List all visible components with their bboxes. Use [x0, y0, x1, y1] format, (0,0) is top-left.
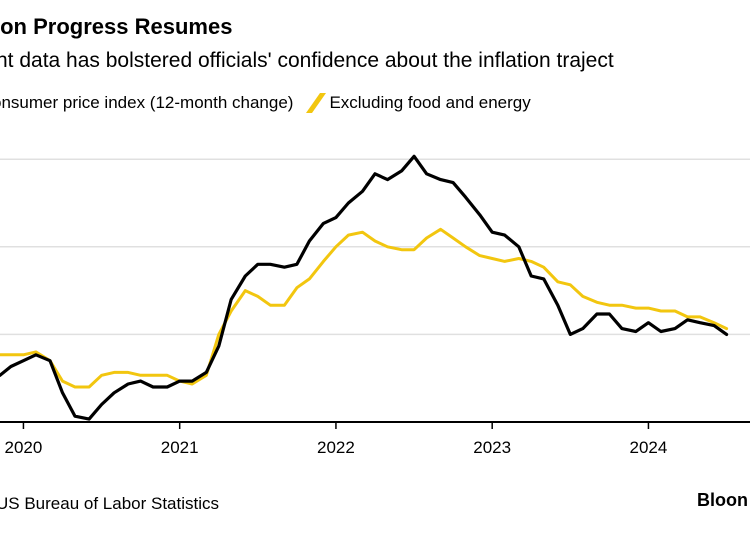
x-tick-label-4: 2024	[630, 438, 668, 457]
line-chart: 2020 2021 2022 2023 2024	[0, 154, 750, 457]
brand-logo-text: Bloon	[697, 490, 748, 510]
chart-title: ion Progress Resumes	[0, 14, 233, 39]
chart-legend: onsumer price index (12-month change) Ex…	[0, 93, 531, 113]
x-tick-label-2: 2022	[317, 438, 355, 457]
series-line-cpi	[0, 154, 729, 421]
legend-item-core: Excluding food and energy	[293, 93, 531, 113]
x-tick-label-3: 2023	[473, 438, 511, 457]
x-tick-label-0: 2020	[5, 438, 43, 457]
legend-item-cpi: onsumer price index (12-month change)	[0, 93, 293, 113]
legend-swatch-core	[306, 93, 327, 113]
chart-subtitle: nt data has bolstered officials' confide…	[0, 49, 614, 72]
x-tick-label-1: 2021	[161, 438, 199, 457]
legend-label-cpi: onsumer price index (12-month change)	[0, 93, 294, 112]
source-note: US Bureau of Labor Statistics	[0, 494, 220, 513]
series-line-core	[0, 227, 729, 389]
legend-label-core: Excluding food and energy	[329, 93, 531, 112]
